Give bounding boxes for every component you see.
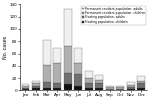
Bar <box>106 87 114 89</box>
Bar <box>74 48 82 63</box>
Bar <box>74 74 82 86</box>
Bar <box>53 48 61 63</box>
Bar <box>43 65 51 82</box>
Bar <box>64 73 72 84</box>
Bar <box>43 40 51 65</box>
Bar <box>53 83 61 88</box>
Bar <box>74 63 82 74</box>
Bar <box>137 81 145 83</box>
Bar <box>85 88 93 90</box>
Bar <box>127 85 135 87</box>
Bar <box>95 80 103 83</box>
Bar <box>53 88 61 90</box>
Bar <box>127 87 135 89</box>
Bar <box>32 88 40 90</box>
Bar <box>127 89 135 90</box>
Bar <box>106 86 114 87</box>
Bar <box>22 84 29 86</box>
Bar <box>116 86 124 87</box>
Bar <box>32 81 40 83</box>
Bar <box>127 82 135 85</box>
Bar <box>137 83 145 88</box>
Bar <box>85 71 93 78</box>
Bar <box>64 84 72 90</box>
Bar <box>95 88 103 90</box>
Bar <box>137 88 145 90</box>
Y-axis label: No. cases: No. cases <box>3 36 8 59</box>
Bar <box>95 75 103 80</box>
Bar <box>64 9 72 46</box>
Bar <box>137 76 145 81</box>
Bar <box>64 46 72 73</box>
Bar <box>32 83 40 86</box>
Bar <box>22 88 29 89</box>
Bar <box>116 87 124 89</box>
Bar <box>43 82 51 88</box>
Bar <box>74 86 82 90</box>
Bar <box>85 78 93 83</box>
Bar <box>95 83 103 88</box>
Bar <box>32 86 40 88</box>
Bar <box>53 63 61 83</box>
Bar <box>106 89 114 90</box>
Legend: Permanent resident population, adults, Permanent resident population, children, : Permanent resident population, adults, P… <box>81 6 146 25</box>
Bar <box>22 89 29 90</box>
Bar <box>43 88 51 90</box>
Bar <box>22 86 29 88</box>
Bar <box>116 89 124 90</box>
Bar <box>85 83 93 88</box>
